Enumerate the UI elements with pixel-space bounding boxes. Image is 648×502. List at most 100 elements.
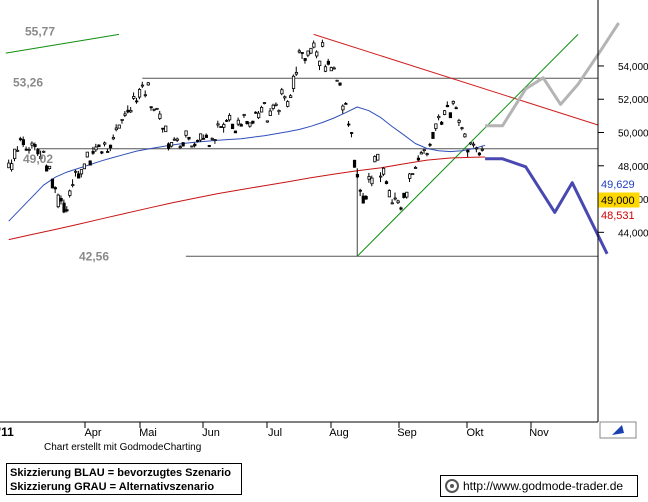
candle [213,138,217,144]
candle-body [326,60,330,65]
candle-body [196,139,200,142]
candle [100,150,104,155]
godmode-logo-icon [445,479,459,493]
candle-body [146,82,150,86]
candle [120,118,124,124]
candle-body [225,119,229,122]
candle-body [286,101,290,107]
candle [15,146,20,152]
candle [62,199,66,214]
candle-body [251,120,255,124]
candle-body [123,113,127,116]
source-link-box[interactable]: http://www.godmode-trader.de [440,475,638,497]
candle [7,159,11,169]
candle-body [204,134,208,138]
candle-body [329,67,333,72]
candle-body [442,110,447,115]
candle [53,186,57,194]
candle [79,169,84,178]
candle [408,172,412,183]
candle [21,136,25,147]
candle [350,132,354,138]
candle-body [129,109,133,113]
candle [326,58,330,66]
candle [236,117,240,127]
candle-body [399,207,403,210]
candle [190,145,194,148]
candle [155,107,159,110]
candle [47,165,52,170]
candle [193,142,197,148]
candle [114,124,118,132]
candle-body [24,148,28,151]
candle [207,144,211,148]
candle [126,105,130,114]
long-term-trend-line [5,33,120,54]
candle-body [437,115,441,119]
candle-body [306,50,310,56]
candle [457,118,461,127]
corner-tool-icon[interactable] [599,421,637,439]
candle [56,193,60,209]
candle [18,136,23,142]
candle [228,113,232,122]
source-url[interactable]: http://www.godmode-trader.de [463,479,624,493]
candle [442,110,447,116]
candle [172,137,177,141]
candle [294,66,299,76]
candle-body [451,100,455,104]
candle [448,112,452,119]
candle [364,195,368,200]
candle-body [164,125,168,133]
candle-body [350,132,354,134]
candle-body [155,107,159,110]
candle-body [120,118,124,121]
candle-body [100,151,104,154]
candle-body [323,66,328,72]
candle-body [198,133,203,141]
candle [289,94,293,98]
candle-body [262,102,267,104]
candle [68,189,72,198]
candle [355,168,360,179]
legend-blue-scenario: Skizzierung BLAU = bevorzugtes Szenario [10,467,231,479]
candle [399,206,403,211]
candle [381,166,386,177]
candle [469,142,473,146]
candle [466,149,470,157]
candle-body [161,127,165,130]
price-label-text: 49,629 [601,179,635,191]
candle-body [291,75,296,89]
candle [91,146,95,155]
candle-body [370,177,374,185]
candle-body [149,106,153,109]
candle-body [254,111,258,114]
candle-body [74,170,78,173]
candle-body [181,142,185,147]
candle [222,122,226,133]
candle [36,148,40,156]
x-tick-label: Sep [397,427,417,439]
candle [283,95,287,101]
candle [129,107,133,114]
candle [181,141,185,147]
candle-body [201,137,206,140]
candlesticks [7,39,484,214]
candle-body [416,157,421,161]
candle-body [434,123,438,129]
candle [463,133,467,138]
candle-body [289,95,293,98]
candle [76,170,81,179]
price-annotation: 53,26 [13,75,43,89]
scenario-grey-line [485,22,620,128]
candle [254,111,258,114]
candle-body [242,113,246,116]
candle [187,136,191,141]
candle [245,120,249,125]
candle-body [303,58,307,61]
candle-body [335,79,339,82]
candle-body [132,96,136,99]
candle [318,60,322,71]
candle-body [460,127,464,130]
trend-lines [5,33,599,257]
